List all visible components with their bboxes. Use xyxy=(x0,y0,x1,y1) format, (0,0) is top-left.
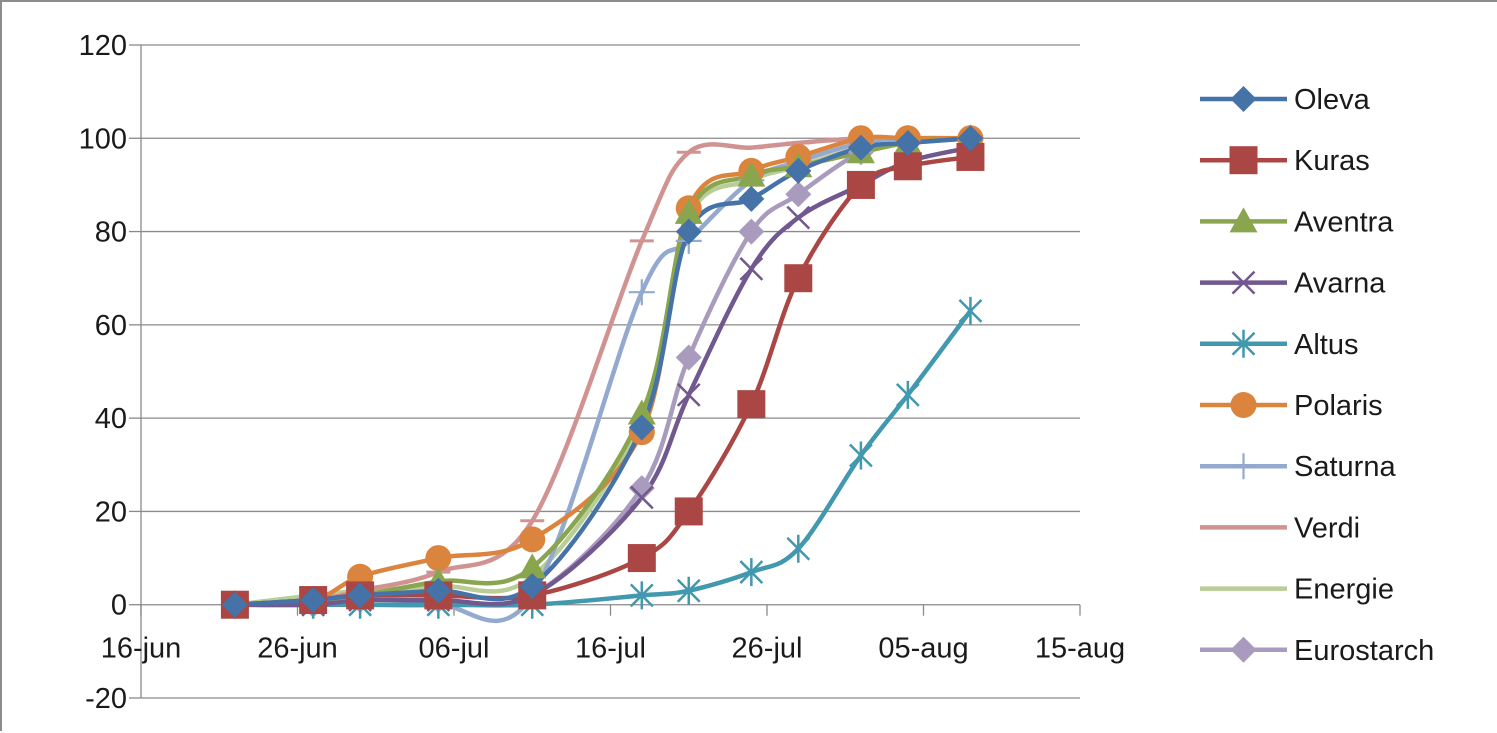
data-point-avarna xyxy=(676,382,701,407)
data-point-eurostarch xyxy=(675,344,702,371)
data-point-saturna xyxy=(628,279,655,306)
x-tick-label: 26-jun xyxy=(257,633,338,665)
x-tick-label: 05-aug xyxy=(878,633,968,665)
data-point-altus xyxy=(629,581,654,610)
data-point-polaris xyxy=(519,526,546,553)
data-point-oleva xyxy=(957,125,984,152)
gridlines xyxy=(141,44,1080,699)
legend-label-saturna: Saturna xyxy=(1294,451,1396,483)
data-point-oleva xyxy=(894,129,921,156)
data-point-oleva xyxy=(628,414,655,441)
legend-label-altus: Altus xyxy=(1294,329,1358,361)
data-point-oleva xyxy=(675,218,702,245)
data-point-avarna xyxy=(629,485,654,510)
legend-label-avarna: Avarna xyxy=(1294,268,1386,300)
legend-marker-saturna xyxy=(1230,453,1257,480)
data-point-oleva xyxy=(738,185,765,212)
data-point-oleva xyxy=(300,587,327,614)
y-tick-label: 20 xyxy=(95,496,127,528)
legend-marker-eurostarch xyxy=(1230,636,1257,663)
legend-marker-oleva xyxy=(1230,86,1257,112)
x-tick-label: 26-jul xyxy=(732,633,803,665)
x-tick-label: 06-jul xyxy=(419,633,490,665)
data-point-aventra xyxy=(627,399,656,425)
data-point-kuras xyxy=(737,390,766,419)
data-point-altus xyxy=(676,576,701,605)
data-point-altus xyxy=(739,558,764,587)
legend-marker-kuras xyxy=(1229,146,1258,175)
data-point-altus xyxy=(849,441,873,470)
y-tick-label: -20 xyxy=(85,683,127,715)
data-point-oleva xyxy=(847,134,874,161)
data-point-kuras xyxy=(674,497,703,526)
data-point-altus xyxy=(786,534,811,563)
data-point-kuras xyxy=(784,264,813,293)
legend-label-kuras: Kuras xyxy=(1294,145,1370,177)
data-point-avarna xyxy=(786,205,811,230)
data-point-kuras xyxy=(893,152,922,181)
data-point-oleva xyxy=(785,157,812,184)
y-tick-label: 80 xyxy=(95,217,127,249)
series-markers xyxy=(220,124,985,619)
y-tick-label: 40 xyxy=(95,403,127,435)
y-tick-label: 0 xyxy=(111,590,127,622)
data-point-altus xyxy=(958,296,983,325)
data-point-polaris xyxy=(425,545,452,572)
data-point-eurostarch xyxy=(738,218,765,245)
data-point-aventra xyxy=(737,161,766,187)
x-tick-label: 16-jul xyxy=(575,633,646,665)
legend: Oleva Kuras Aventra Avarna Altus Polaris Satur… xyxy=(1200,84,1434,667)
legend-label-eurostarch: Eurostarch xyxy=(1294,635,1434,667)
legend-marker-avarna xyxy=(1231,270,1256,295)
legend-label-verdi: Verdi xyxy=(1294,512,1360,544)
legend-label-energie: Energie xyxy=(1294,574,1394,606)
legend-marker-aventra xyxy=(1229,207,1258,233)
legend-marker-polaris xyxy=(1230,392,1257,418)
data-point-oleva xyxy=(347,582,374,609)
data-point-oleva xyxy=(425,577,452,604)
legend-marker-altus xyxy=(1231,329,1256,358)
x-tick-label: 15-aug xyxy=(1035,633,1125,665)
legend-label-oleva: Oleva xyxy=(1294,84,1371,116)
series-line-eurostarch xyxy=(232,136,973,608)
legend-label-aventra: Aventra xyxy=(1294,206,1394,238)
data-point-aventra xyxy=(518,553,547,579)
series-line-saturna xyxy=(232,135,973,624)
legend-label-polaris: Polaris xyxy=(1294,390,1383,422)
data-point-eurostarch xyxy=(785,181,812,208)
data-point-avarna xyxy=(739,257,764,281)
data-point-aventra xyxy=(674,198,703,224)
data-point-oleva xyxy=(221,591,248,618)
data-point-kuras xyxy=(846,170,875,199)
y-tick-label: 60 xyxy=(95,310,127,342)
series-lines xyxy=(232,134,973,624)
x-tick-label: 16-jun xyxy=(101,633,182,665)
y-tick-label: 100 xyxy=(79,123,127,155)
data-point-altus xyxy=(895,380,920,409)
data-point-eurostarch xyxy=(628,475,655,502)
y-tick-label: 120 xyxy=(79,30,127,62)
data-point-kuras xyxy=(627,544,656,573)
data-point-oleva xyxy=(519,573,546,600)
